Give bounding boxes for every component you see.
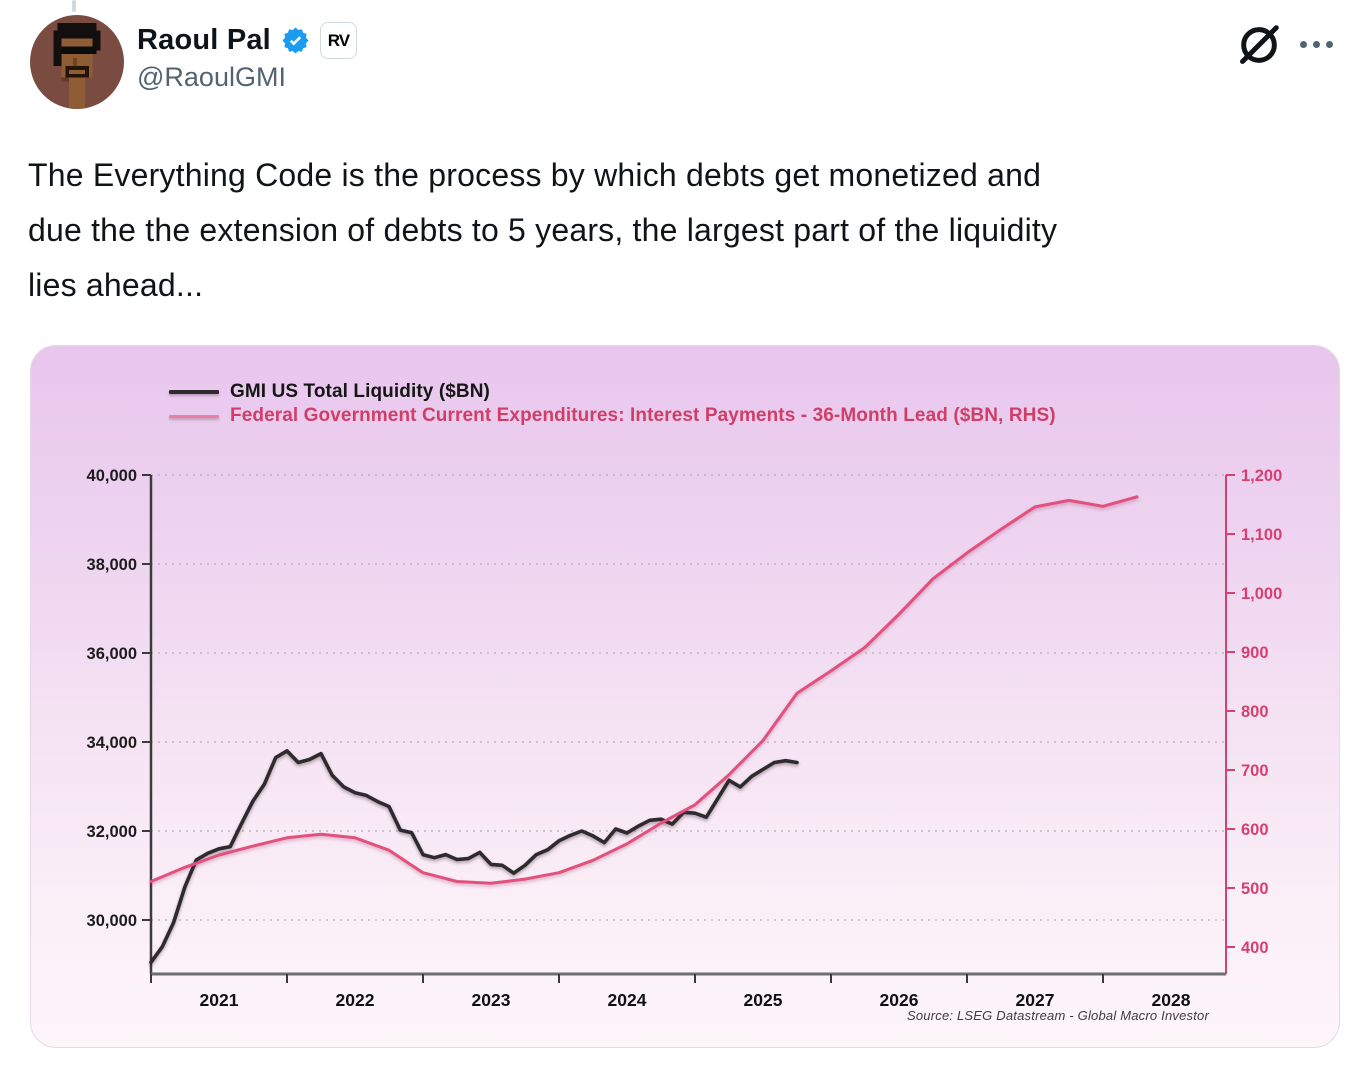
chart-legend: GMI US Total Liquidity ($BN) Federal Gov… [169, 380, 1056, 428]
grok-icon[interactable] [1236, 22, 1282, 68]
right-axis-tick-label: 400 [1241, 939, 1269, 957]
right-axis-tick-label: 1,200 [1241, 467, 1282, 485]
tweet-text: The Everything Code is the process by wh… [28, 148, 1348, 313]
right-axis-tick-label: 500 [1241, 880, 1269, 898]
x-axis-year-label: 2021 [200, 990, 239, 1010]
x-axis-year-label: 2026 [880, 990, 919, 1010]
verified-badge-icon [281, 26, 310, 55]
right-axis-tick-label: 1,100 [1241, 526, 1282, 544]
left-axis-tick-label: 36,000 [87, 645, 137, 663]
handle: @RaoulGMI [137, 62, 286, 92]
chart-media-card[interactable]: 40,000 38,000 36,000 34,000 32,000 30,000 1,20… [30, 345, 1340, 1048]
left-axis-tick-label: 34,000 [87, 734, 137, 752]
display-name[interactable]: Raoul Pal [137, 24, 271, 56]
x-axis-year-label: 2025 [744, 990, 783, 1010]
left-axis-tick-label: 32,000 [87, 823, 137, 841]
right-axis-tick-label: 800 [1241, 703, 1269, 721]
legend-swatch-pink-line [169, 414, 219, 418]
x-axis-year-label: 2022 [336, 990, 375, 1010]
avatar[interactable] [30, 15, 124, 109]
right-axis-tick-label: 1,000 [1241, 585, 1282, 603]
thread-connector-line [72, 0, 76, 12]
legend-label-interest-payments: Federal Government Current Expenditures:… [230, 405, 1056, 426]
x-axis-year-label: 2024 [608, 990, 647, 1010]
more-options-icon[interactable] [1292, 26, 1340, 62]
left-axis-tick-label: 40,000 [87, 467, 137, 485]
tweet-text-line: The Everything Code is the process by wh… [28, 157, 1042, 193]
left-axis-tick-label: 30,000 [87, 912, 137, 930]
series-total-liquidity [149, 749, 799, 965]
avatar-pixel-art [30, 15, 124, 109]
source-note: Source: LSEG Datastream - Global Macro I… [906, 1008, 1209, 1023]
affiliate-badge[interactable]: RV [319, 22, 357, 59]
right-axis-tick-label: 700 [1241, 762, 1269, 780]
right-axis-tick-label: 900 [1241, 644, 1269, 662]
x-axis-year-label: 2023 [472, 990, 511, 1010]
liquidity-chart: 40,000 38,000 36,000 34,000 32,000 30,000 1,20… [87, 467, 1283, 1010]
tweet-text-line: due the the extension of debts to 5 year… [28, 212, 1058, 248]
left-axis-tick-label: 38,000 [87, 556, 137, 574]
x-axis-year-label: 2028 [1152, 990, 1191, 1010]
series-interest-payments-lead [149, 495, 1139, 885]
legend-swatch-black-line [169, 390, 219, 394]
right-axis-tick-label: 600 [1241, 821, 1269, 839]
tweet-text-line: lies ahead... [28, 267, 204, 303]
legend-label-total-liquidity: GMI US Total Liquidity ($BN) [230, 381, 490, 402]
x-axis-year-label: 2027 [1016, 990, 1055, 1010]
